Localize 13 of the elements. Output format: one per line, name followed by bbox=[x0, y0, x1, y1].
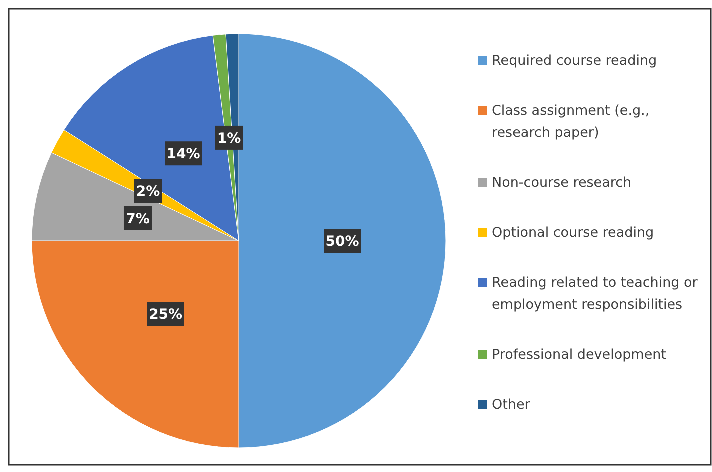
legend-label: Required course reading bbox=[492, 53, 658, 69]
data-label: 1% bbox=[217, 130, 242, 147]
data-label: 25% bbox=[149, 307, 183, 324]
legend-label: Optional course reading bbox=[492, 225, 654, 241]
legend-label: Professional development bbox=[492, 347, 666, 363]
legend-label: Reading related to teaching or employment responsibilities bbox=[492, 275, 698, 313]
data-label: 2% bbox=[136, 184, 160, 200]
legend-label: Other bbox=[492, 397, 531, 413]
data-label: 14% bbox=[166, 146, 200, 163]
data-label: 7% bbox=[126, 211, 150, 228]
legend-label: Non-course research bbox=[492, 175, 632, 191]
legend-label: Class assignment (e.g., research paper) bbox=[492, 103, 650, 141]
data-label: 50% bbox=[326, 234, 360, 250]
